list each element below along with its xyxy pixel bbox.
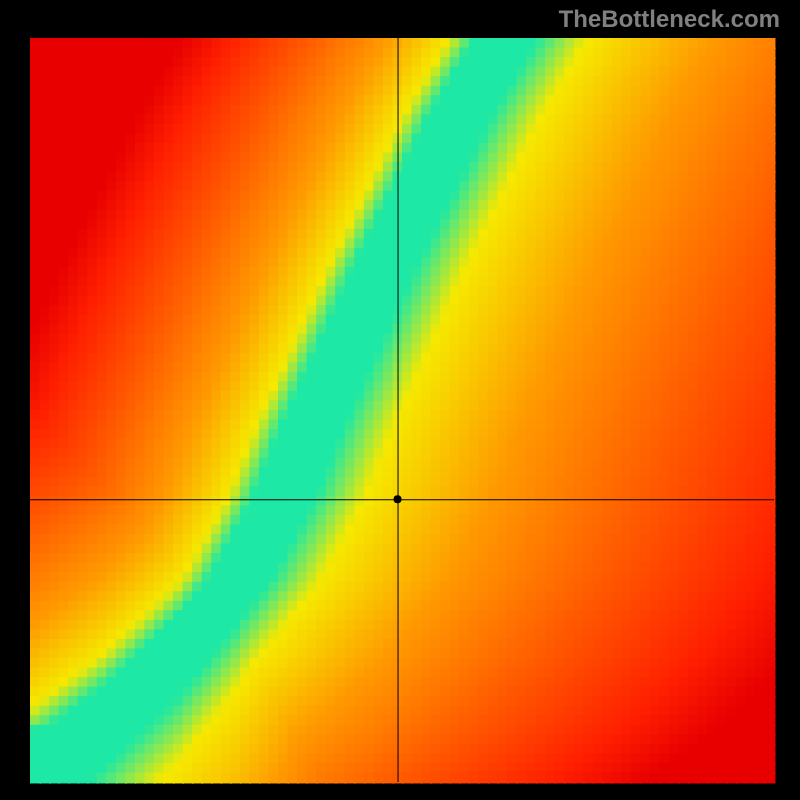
bottleneck-heatmap xyxy=(0,0,800,800)
watermark-text: TheBottleneck.com xyxy=(559,6,780,34)
